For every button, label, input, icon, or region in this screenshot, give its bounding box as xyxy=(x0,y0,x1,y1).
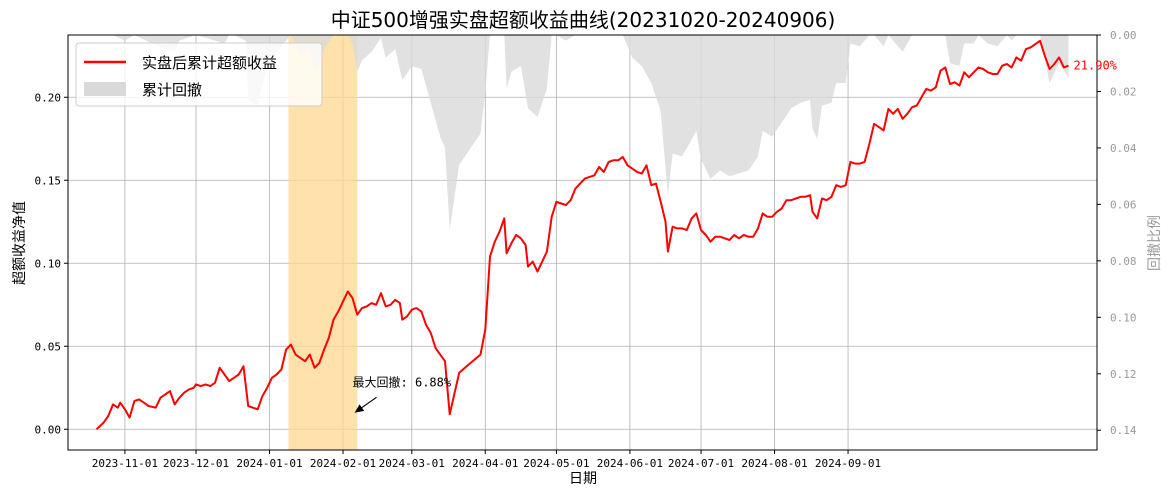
x-tick-label: 2024-09-01 xyxy=(815,457,881,470)
x-tick-label: 2024-03-01 xyxy=(379,457,445,470)
y-axis-label: 超额收益净值 xyxy=(12,201,28,285)
y2-tick-label: 0.12 xyxy=(1110,368,1137,381)
annotation-text: 最大回撤: 6.88% xyxy=(353,374,452,389)
final-value-label: 21.90% xyxy=(1074,59,1118,73)
x-tick-label: 2023-11-01 xyxy=(92,457,158,470)
y2-tick-label: 0.14 xyxy=(1110,424,1137,437)
y-tick-label: 0.20 xyxy=(35,91,62,104)
plot-frame xyxy=(67,34,1098,451)
y-tick-label: 0.00 xyxy=(35,423,62,436)
drawdown-fill xyxy=(96,35,1069,230)
y2-tick-label: 0.10 xyxy=(1110,311,1137,324)
x-tick-label: 2023-12-01 xyxy=(163,457,229,470)
x-tick-label: 2024-05-01 xyxy=(523,457,589,470)
legend-label-drawdown: 累计回撤 xyxy=(142,81,202,99)
legend: 实盘后累计超额收益 累计回撤 xyxy=(75,42,323,107)
y2-tick-label: 0.00 xyxy=(1110,29,1137,42)
x-tick-label: 2024-04-01 xyxy=(452,457,518,470)
legend-box xyxy=(75,42,323,107)
max-drawdown-annotation: 最大回撤: 6.88% xyxy=(353,374,452,413)
excess-return-line xyxy=(95,39,1069,431)
y2-tick-label: 0.04 xyxy=(1110,142,1137,155)
chart-title: 中证500增强实盘超额收益曲线(20231020-20240906) xyxy=(331,8,836,32)
drawdown-area xyxy=(96,35,1069,230)
y2-tick-label: 0.06 xyxy=(1110,198,1137,211)
y2-axis-label: 回撤比例 xyxy=(1147,215,1163,271)
y-tick-label: 0.05 xyxy=(35,340,62,353)
x-tick-label: 2024-07-01 xyxy=(668,457,734,470)
y-tick-label: 0.10 xyxy=(35,257,62,270)
legend-area-swatch xyxy=(84,82,126,96)
y2-tick-label: 0.02 xyxy=(1110,85,1137,98)
x-tick-label: 2024-02-01 xyxy=(310,457,376,470)
x-axis-label: 日期 xyxy=(569,471,597,487)
y-axis-right: 0.00 0.02 0.04 0.06 0.08 0.10 0.12 0.14 xyxy=(1097,29,1137,437)
annotation-arrowhead xyxy=(354,404,365,413)
x-axis: 2023-11-01 2023-12-01 2024-01-01 2024-02-01… xyxy=(92,450,881,470)
excess-return-polyline xyxy=(95,39,1069,431)
legend-label-excess-return: 实盘后累计超额收益 xyxy=(142,54,277,72)
x-tick-label: 2024-08-01 xyxy=(741,457,807,470)
y2-tick-label: 0.08 xyxy=(1110,255,1137,268)
y-axis-left: 0.00 0.05 0.10 0.15 0.20 xyxy=(35,91,68,436)
y-tick-label: 0.15 xyxy=(35,174,62,187)
x-tick-label: 2024-06-01 xyxy=(597,457,663,470)
x-tick-label: 2024-01-01 xyxy=(236,457,302,470)
